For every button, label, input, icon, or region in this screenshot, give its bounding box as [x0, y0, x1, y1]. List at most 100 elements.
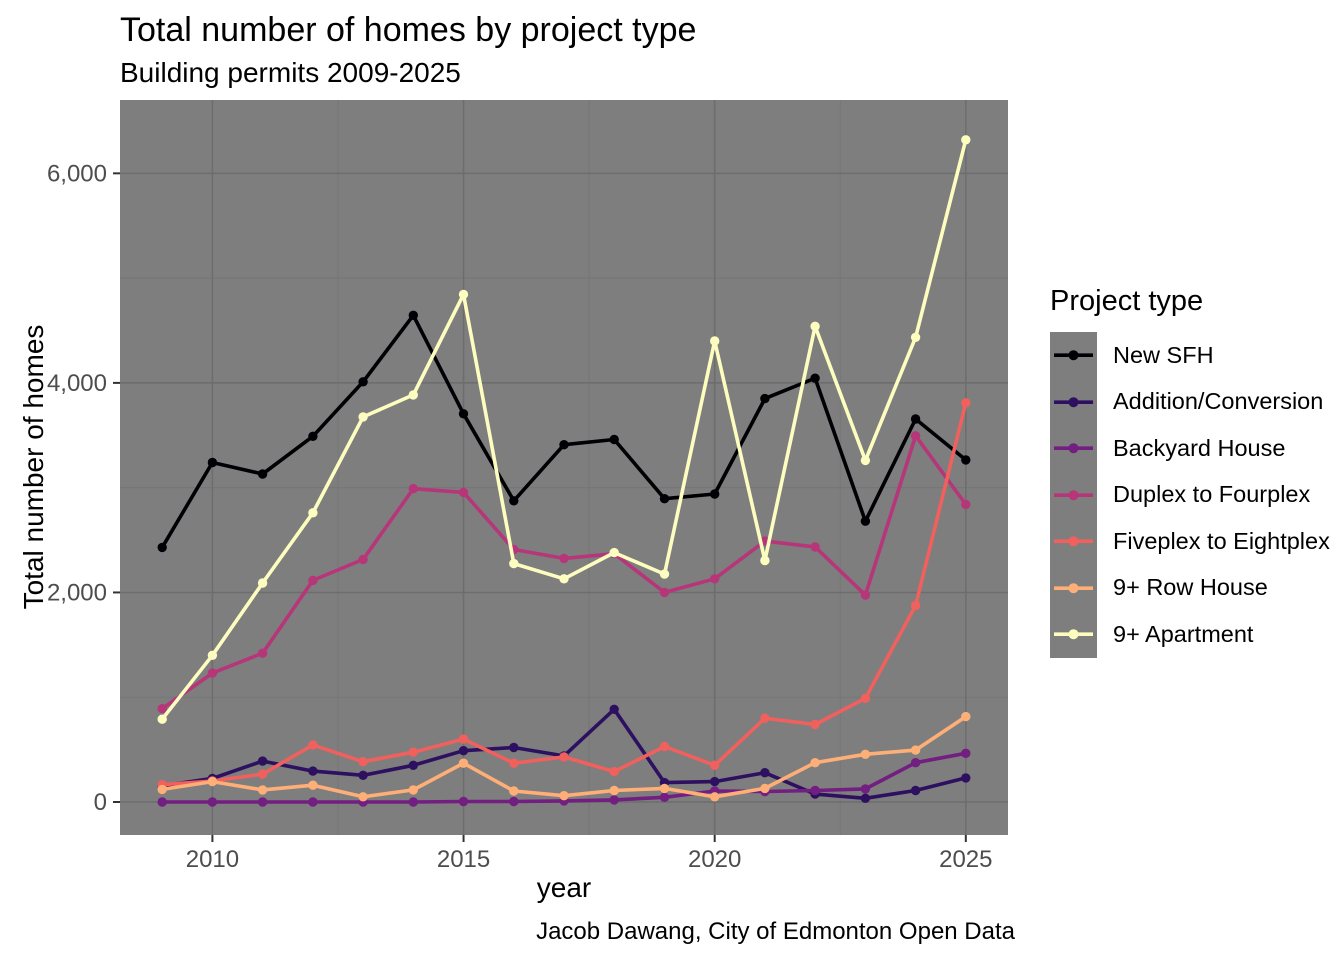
data-point-fiveplex-to-eightplex: [408, 747, 418, 757]
chart-title: Total number of homes by project type: [120, 11, 697, 49]
x-axis-tick-label: 2015: [437, 846, 490, 873]
data-point-backyard-house: [860, 784, 871, 794]
data-point-fiveplex-to-eightplex: [509, 758, 519, 768]
data-point-fiveplex-to-eightplex: [358, 757, 368, 767]
data-point-new-sfh: [910, 414, 921, 424]
data-point-addition-conversion: [710, 776, 720, 787]
data-point-backyard-house: [257, 797, 268, 807]
data-point-9-row-house: [458, 758, 469, 768]
data-point-addition-conversion: [609, 704, 619, 714]
legend-item-label: 9+ Apartment: [1113, 620, 1254, 647]
data-point-9-row-house: [207, 776, 218, 787]
data-point-backyard-house: [961, 748, 971, 758]
legend-key-swatch: [1050, 518, 1097, 565]
x-axis-title: year: [536, 872, 592, 903]
legend-line-icon: [1054, 443, 1093, 454]
data-point-backyard-house: [910, 758, 921, 768]
data-point-9-apartment: [559, 574, 569, 584]
legend-item-9-apartment: 9+ Apartment: [1050, 611, 1330, 658]
data-point-9-apartment: [810, 321, 820, 331]
data-point-9-row-house: [408, 785, 418, 795]
data-point-9-row-house: [961, 711, 971, 722]
legend-line-icon: [1054, 396, 1093, 407]
data-point-9-apartment: [910, 332, 921, 342]
data-point-backyard-house: [609, 795, 619, 805]
x-axis-tick-label: 2020: [688, 846, 741, 873]
legend-key-swatch: [1050, 564, 1097, 611]
legend-line-icon: [1054, 350, 1093, 361]
data-point-new-sfh: [659, 494, 670, 504]
data-point-addition-conversion: [961, 773, 971, 783]
data-point-backyard-house: [458, 796, 469, 807]
data-point-fiveplex-to-eightplex: [910, 600, 921, 611]
data-point-fiveplex-to-eightplex: [810, 719, 820, 730]
data-point-fiveplex-to-eightplex: [760, 713, 770, 723]
data-point-new-sfh: [810, 373, 820, 383]
data-point-9-apartment: [257, 578, 268, 588]
data-point-backyard-house: [157, 797, 167, 807]
legend-line-icon: [1054, 489, 1093, 500]
y-axis-tick-label: 0: [94, 789, 107, 816]
legend-item-label: Duplex to Fourplex: [1113, 481, 1311, 508]
data-point-addition-conversion: [358, 770, 368, 780]
data-point-duplex-to-fourplex: [257, 648, 268, 658]
data-point-duplex-to-fourplex: [308, 575, 318, 586]
data-point-addition-conversion: [760, 768, 770, 778]
data-point-9-row-house: [257, 785, 268, 795]
data-point-new-sfh: [609, 434, 619, 445]
data-point-9-apartment: [157, 714, 167, 724]
legend-key-swatch: [1050, 425, 1097, 472]
legend-keys: New SFH Addition/Conversion Backyard House…: [1050, 332, 1330, 658]
legend-item-9-row-house: 9+ Row House: [1050, 564, 1330, 611]
legend-line-icon: [1054, 629, 1093, 640]
data-point-addition-conversion: [509, 742, 519, 753]
data-point-new-sfh: [509, 496, 519, 506]
data-point-addition-conversion: [458, 746, 469, 756]
data-point-new-sfh: [157, 542, 167, 553]
data-point-9-apartment: [308, 508, 318, 518]
data-point-new-sfh: [961, 455, 971, 465]
data-point-9-row-house: [860, 749, 871, 759]
legend-item-duplex-to-fourplex: Duplex to Fourplex: [1050, 471, 1330, 518]
data-point-fiveplex-to-eightplex: [559, 752, 569, 762]
legend-line-icon: [1054, 536, 1093, 547]
data-point-backyard-house: [509, 796, 519, 807]
data-point-9-apartment: [509, 558, 519, 569]
data-point-fiveplex-to-eightplex: [257, 769, 268, 779]
data-point-9-apartment: [659, 569, 670, 579]
data-point-9-row-house: [358, 792, 368, 802]
x-axis-tick-label: 2010: [186, 846, 239, 873]
data-point-backyard-house: [207, 797, 218, 807]
data-point-duplex-to-fourplex: [710, 574, 720, 584]
data-point-duplex-to-fourplex: [458, 487, 469, 498]
legend-key-swatch: [1050, 378, 1097, 425]
data-point-new-sfh: [710, 489, 720, 499]
data-point-duplex-to-fourplex: [810, 542, 820, 552]
data-point-new-sfh: [358, 377, 368, 387]
plot-panel: [120, 100, 1008, 835]
data-point-backyard-house: [408, 797, 418, 807]
data-point-9-row-house: [157, 784, 167, 795]
legend-item-backyard-house: Backyard House: [1050, 425, 1330, 472]
legend: Project type New SFH Addition/Conversion B…: [1050, 285, 1330, 658]
data-point-fiveplex-to-eightplex: [609, 766, 619, 777]
data-point-9-row-house: [910, 745, 921, 755]
data-point-addition-conversion: [408, 760, 418, 770]
data-point-duplex-to-fourplex: [157, 704, 167, 714]
data-point-fiveplex-to-eightplex: [659, 741, 670, 752]
data-point-duplex-to-fourplex: [910, 431, 921, 441]
chart-subtitle: Building permits 2009-2025: [120, 57, 461, 88]
data-point-new-sfh: [308, 431, 318, 441]
data-point-duplex-to-fourplex: [659, 587, 670, 598]
data-point-new-sfh: [458, 409, 469, 419]
data-point-duplex-to-fourplex: [860, 590, 871, 600]
data-point-9-apartment: [358, 412, 368, 422]
legend-item-label: New SFH: [1113, 341, 1214, 368]
data-point-duplex-to-fourplex: [559, 553, 569, 564]
x-axis-tick-label: 2025: [939, 846, 992, 873]
chart-caption: Jacob Dawang, City of Edmonton Open Data: [536, 918, 1015, 945]
data-point-9-apartment: [961, 135, 971, 145]
legend-key-swatch: [1050, 611, 1097, 658]
